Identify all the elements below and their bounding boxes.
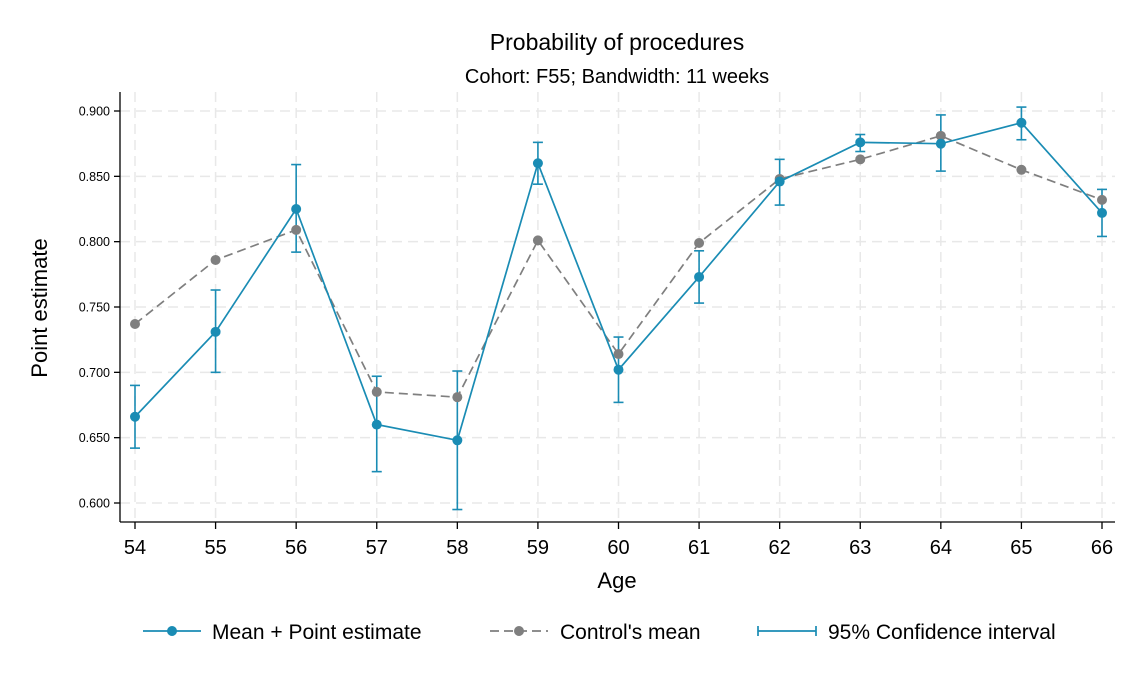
series-1-point: [210, 254, 221, 265]
series-1-point: [452, 392, 463, 403]
series-0-point: [935, 138, 946, 149]
x-tick-label: 54: [124, 537, 146, 559]
series-0-point: [1016, 117, 1027, 128]
series-1-point: [1016, 164, 1027, 175]
series-0-point: [210, 326, 221, 337]
x-tick-label: 57: [366, 537, 388, 559]
series-0-point: [452, 435, 463, 446]
series-1-point: [532, 235, 543, 246]
legend-item-control: Control's mean: [490, 621, 701, 644]
x-tick-label: 60: [607, 537, 629, 559]
legend-item-mean: Mean + Point estimate: [143, 621, 422, 644]
x-axis-title: Age: [597, 568, 636, 593]
y-tick-label: 0.750: [79, 301, 110, 315]
x-tick-label: 58: [446, 537, 468, 559]
y-tick-label: 0.900: [79, 105, 110, 119]
x-tick-label: 65: [1010, 537, 1032, 559]
x-tick-label: 56: [285, 537, 307, 559]
y-axis-title: Point estimate: [27, 238, 52, 377]
series-1-point: [371, 386, 382, 397]
x-tick-label: 62: [769, 537, 791, 559]
series-0-point: [130, 411, 140, 422]
y-tick-label: 0.700: [79, 366, 110, 380]
legend: Mean + Point estimate Control's mean 95% C…: [143, 621, 1056, 644]
x-tick-label: 63: [849, 537, 871, 559]
legend-label: 95% Confidence interval: [828, 621, 1056, 644]
series-1-point: [855, 154, 866, 165]
series-0-point: [532, 158, 543, 169]
series-1-point: [694, 237, 705, 248]
series-0-point: [613, 364, 624, 375]
x-tick-label: 59: [527, 537, 549, 559]
legend-label: Control's mean: [560, 621, 701, 644]
series-1-point: [935, 130, 946, 141]
series-1-point: [130, 318, 140, 329]
axis-layer: 0.600 0.650 0.700 0.750 0.800 0.850 0.900 54 55 5…: [79, 92, 1115, 559]
legend-label: Mean + Point estimate: [212, 621, 422, 644]
chart-title: Probability of procedures: [490, 29, 744, 55]
series-1-point: [613, 349, 624, 360]
series-layer: [130, 106, 1107, 511]
y-tick-label: 0.650: [79, 431, 110, 445]
legend-marker: [167, 626, 177, 636]
y-tick-label: 0.850: [79, 170, 110, 184]
y-tick-label: 0.800: [79, 235, 110, 249]
series-0-point: [855, 137, 866, 148]
x-tick-label: 64: [930, 537, 952, 559]
legend-item-ci: 95% Confidence interval: [757, 621, 1056, 644]
series-0-point: [291, 204, 302, 214]
x-tick-label: 55: [204, 537, 226, 559]
series-1-point: [291, 224, 302, 235]
legend-marker: [514, 626, 524, 636]
series-0-point: [1097, 207, 1107, 218]
series-0-point: [694, 271, 705, 282]
series-0-point: [774, 176, 785, 187]
chart-subtitle: Cohort: F55; Bandwidth: 11 weeks: [465, 66, 769, 88]
grid-layer: [120, 92, 1115, 522]
series-1-point: [1097, 194, 1107, 205]
y-tick-label: 0.600: [79, 497, 110, 511]
x-tick-label: 61: [688, 537, 710, 559]
series-0-point: [371, 419, 382, 430]
x-tick-label: 66: [1091, 537, 1113, 559]
